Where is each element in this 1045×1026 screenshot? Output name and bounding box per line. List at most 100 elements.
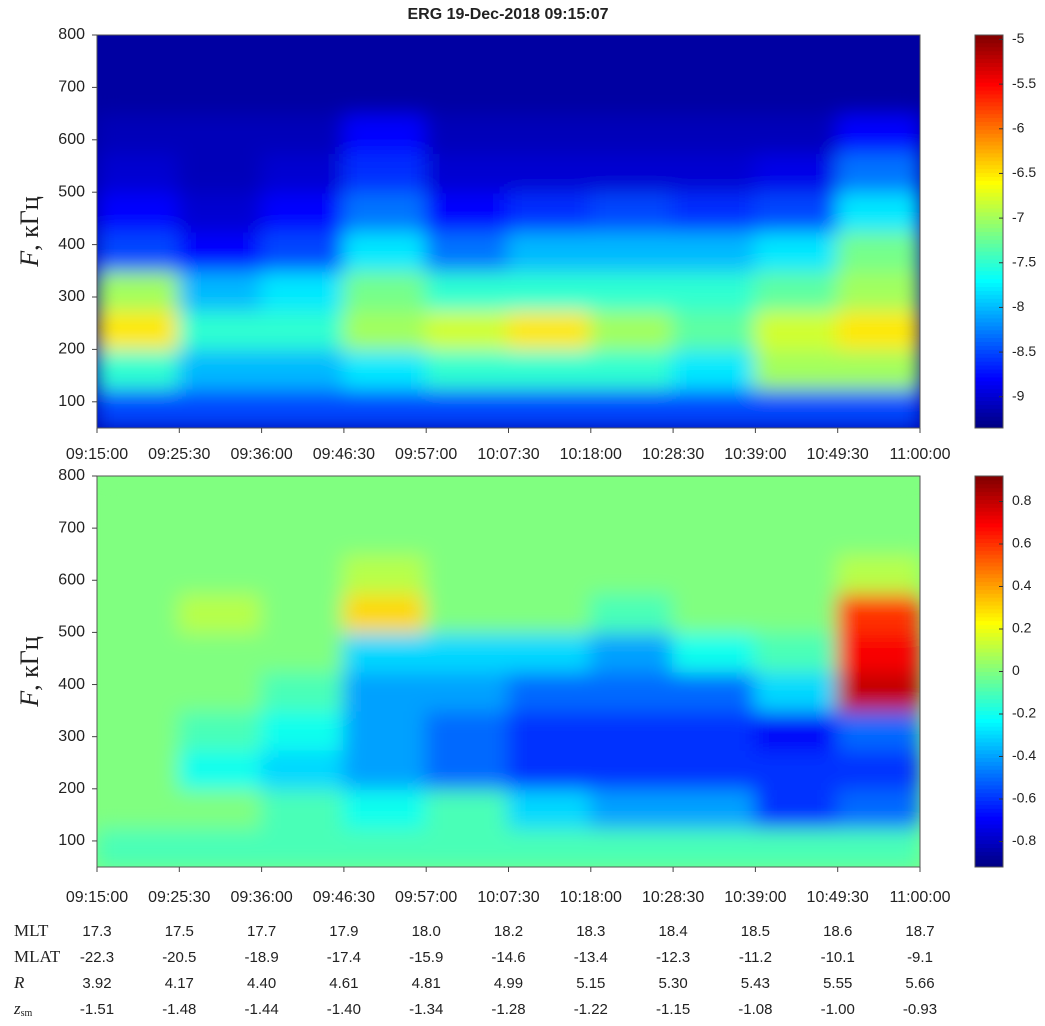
heatmap-cell (260, 387, 345, 428)
colorbar-segment (975, 160, 1003, 166)
colorbar-segment (975, 380, 1003, 386)
heatmap-cell (178, 191, 263, 233)
colorbar-segment (975, 831, 1003, 837)
colorbar-segment (975, 812, 1003, 817)
colorbar-segment (975, 585, 1003, 590)
y-axis-label: F, кГц (15, 196, 44, 268)
heatmap-cell (178, 631, 263, 673)
colorbar-segment (975, 325, 1003, 331)
colorbar-tick-label: -5.5 (1012, 75, 1036, 91)
x-tick-label: 10:07:30 (477, 889, 539, 906)
table-cell: 18.7 (905, 923, 934, 940)
colorbar-segment (975, 392, 1003, 398)
row-label-text: MLT (14, 921, 49, 940)
heatmap-cell (836, 230, 920, 272)
x-tick-label: 09:15:00 (66, 446, 128, 463)
heatmap-cell (342, 514, 428, 556)
colorbar-segment (975, 651, 1003, 657)
colorbar-segment (975, 808, 1003, 813)
heatmap-cell (507, 230, 592, 272)
colorbar-segment (975, 38, 1003, 44)
colorbar-segment (975, 341, 1003, 346)
table-cell: -14.6 (491, 949, 525, 966)
table-cell: -15.9 (409, 949, 443, 966)
heatmap-cell (178, 826, 263, 867)
heatmap-cell (342, 191, 428, 233)
heatmap-cell (342, 348, 428, 390)
colorbar-segment (975, 859, 1003, 864)
table-cell: 18.0 (412, 923, 441, 940)
heatmap-cell (97, 35, 181, 76)
colorbar-segment (975, 757, 1003, 762)
heatmap-cell (97, 73, 181, 115)
heatmap-cell (589, 230, 675, 272)
colorbar-segment (975, 499, 1003, 504)
heatmap-cell (260, 191, 345, 233)
heatmap-cell (97, 476, 181, 517)
heatmap-cell (672, 631, 757, 673)
table-cell: -1.22 (574, 1001, 608, 1018)
table-cell: 17.7 (247, 923, 276, 940)
heatmap-cell (836, 309, 920, 351)
colorbar-segment (975, 788, 1003, 794)
colorbar-segment (975, 745, 1003, 751)
heatmap-cell (589, 631, 675, 673)
heatmap-cell (754, 748, 839, 790)
y-tick-label: 500 (58, 624, 85, 641)
heatmap-cell (507, 348, 592, 390)
heatmap-cell (836, 631, 920, 673)
heatmap-cell (836, 514, 920, 556)
colorbar-segment (975, 345, 1003, 350)
x-tick-label: 10:49:30 (807, 446, 869, 463)
heatmap-cell (672, 269, 757, 312)
heatmap-cell (425, 514, 510, 556)
y-tick-label: 100 (58, 393, 85, 410)
heatmap-cell (589, 514, 675, 556)
heatmap-cell (260, 112, 345, 154)
colorbar-segment (975, 424, 1003, 429)
colorbar-segment (975, 722, 1003, 727)
heatmap-cell (836, 73, 920, 115)
colorbar-segment (975, 243, 1003, 248)
heatmap-cell (672, 348, 757, 390)
heatmap-cell (507, 151, 592, 194)
colorbar-segment (975, 416, 1003, 421)
colorbar-segment (975, 538, 1003, 543)
heatmap-cell (589, 387, 675, 428)
heatmap-cell (836, 348, 920, 390)
colorbar-segment (975, 710, 1003, 716)
colorbar-segment (975, 215, 1003, 221)
heatmap-cell (97, 269, 181, 312)
heatmap-cell (507, 670, 592, 712)
colorbar-segment (975, 404, 1003, 409)
heatmap-cell (672, 592, 757, 634)
colorbar-segment (975, 706, 1003, 712)
colorbar-tick-label: 0.8 (1012, 492, 1032, 508)
heatmap-cell (672, 73, 757, 115)
heatmap-cell (178, 787, 263, 829)
heatmap-cell (342, 269, 428, 312)
colorbar-segment (975, 196, 1003, 201)
heatmap-cell (178, 73, 263, 115)
heatmap-cell (97, 670, 181, 712)
table-cell: -1.48 (162, 1001, 196, 1018)
colorbar-segment (975, 113, 1003, 119)
colorbar-segment (975, 507, 1003, 512)
table-row-label: R (13, 973, 25, 992)
x-tick-label: 10:49:30 (807, 889, 869, 906)
table-row-label: MLT (14, 921, 49, 940)
colorbar-tick-label: -0.8 (1012, 832, 1036, 848)
heatmap-cell (672, 787, 757, 829)
colorbar-segment (975, 800, 1003, 805)
colorbar-segment (975, 780, 1003, 786)
table-cell: 4.81 (412, 975, 441, 992)
colorbar-segment (975, 698, 1003, 704)
heatmap-cell (589, 709, 675, 751)
x-tick-label: 09:57:00 (395, 889, 457, 906)
table-cell: 18.2 (494, 923, 523, 940)
heatmap-cell (836, 787, 920, 829)
colorbar-segment (975, 278, 1003, 284)
heatmap-cell (260, 592, 345, 634)
heatmap-cell (836, 35, 920, 76)
